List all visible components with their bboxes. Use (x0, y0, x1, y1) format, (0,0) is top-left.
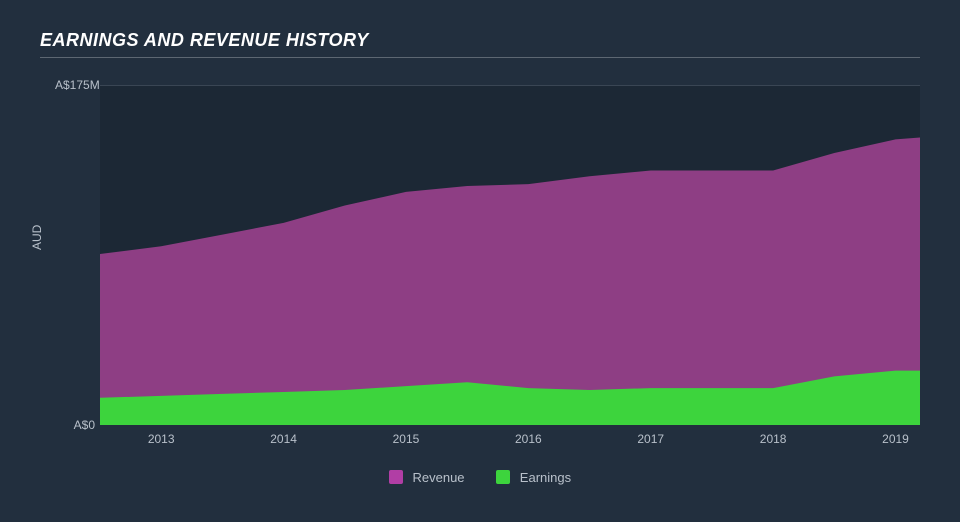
y-axis-label: AUD (30, 225, 44, 250)
area-revenue (100, 138, 920, 426)
x-tick-label: 2018 (760, 432, 787, 446)
legend-label-earnings: Earnings (520, 470, 571, 485)
area-svg (100, 85, 920, 425)
legend-item-earnings: Earnings (496, 470, 571, 485)
chart-container: EARNINGS AND REVENUE HISTORY AUD A$0 A$1… (0, 0, 960, 522)
plot-area (100, 85, 920, 425)
legend: Revenue Earnings (0, 470, 960, 485)
y-tick-label: A$0 (55, 418, 95, 432)
x-tick-label: 2019 (882, 432, 909, 446)
title-block: EARNINGS AND REVENUE HISTORY (40, 30, 920, 58)
legend-label-revenue: Revenue (413, 470, 465, 485)
chart-title: EARNINGS AND REVENUE HISTORY (40, 30, 920, 51)
x-tick-label: 2016 (515, 432, 542, 446)
x-tick-label: 2014 (270, 432, 297, 446)
gridline (100, 85, 920, 86)
swatch-earnings (496, 470, 510, 484)
x-tick-label: 2017 (637, 432, 664, 446)
swatch-revenue (389, 470, 403, 484)
x-tick-label: 2013 (148, 432, 175, 446)
legend-item-revenue: Revenue (389, 470, 465, 485)
x-tick-label: 2015 (393, 432, 420, 446)
y-tick-label: A$175M (55, 78, 95, 92)
